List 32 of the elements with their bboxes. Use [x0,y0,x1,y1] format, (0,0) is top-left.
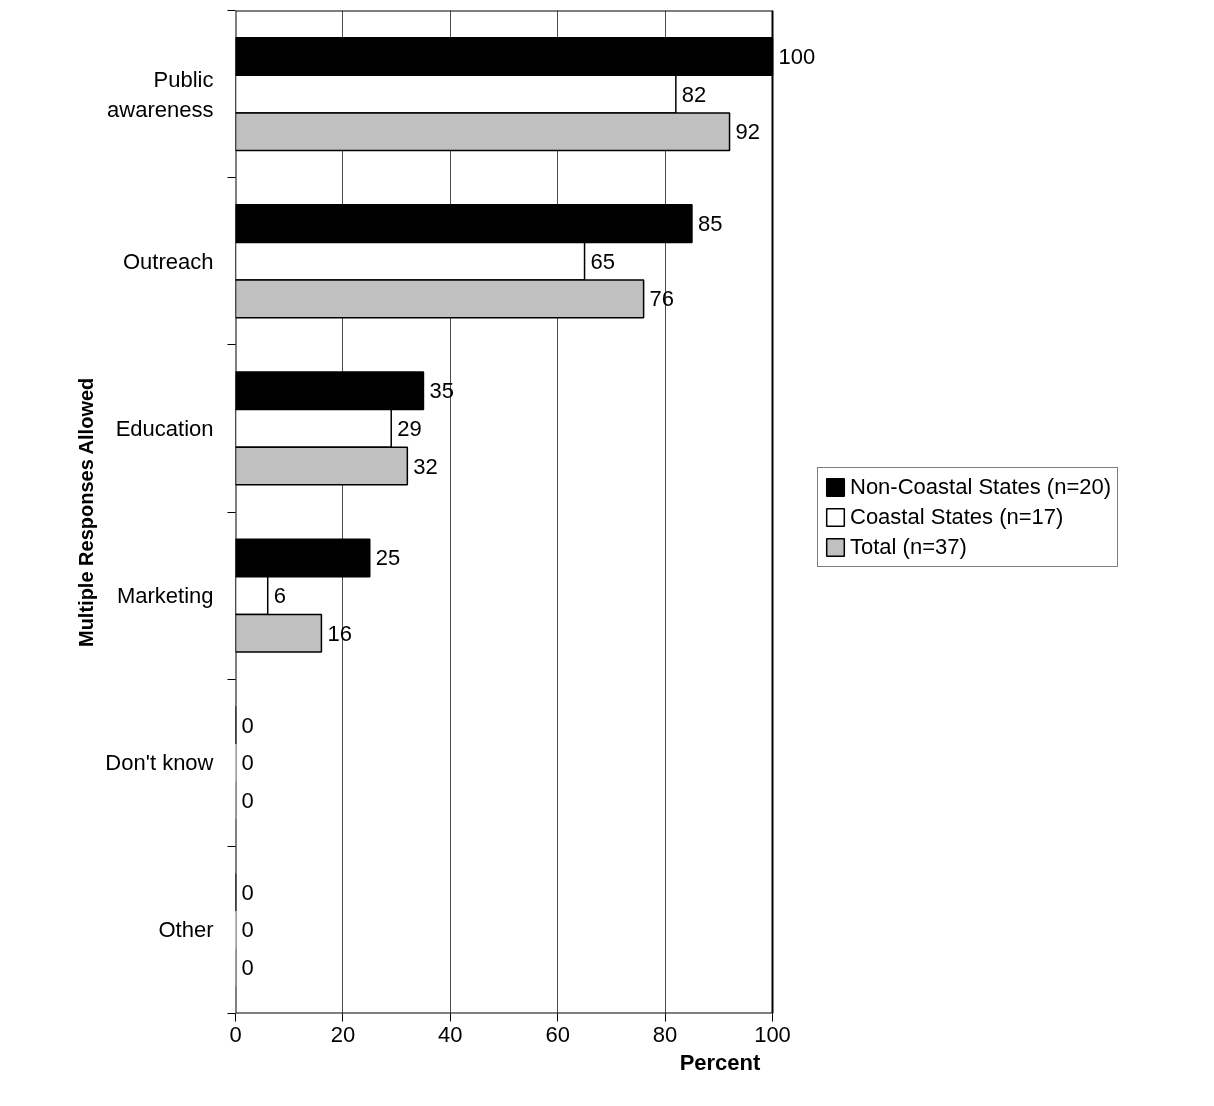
y-tick-label: Other [158,917,214,943]
data-label: 32 [413,453,438,479]
data-label: 0 [241,879,254,905]
y-tick-label: Education [115,415,214,441]
legend-label: Coastal States (n=17) [850,504,1064,530]
data-label: 0 [241,955,254,981]
data-label: 82 [681,81,707,107]
y-tick-label: Marketing [116,583,214,609]
data-label: 25 [375,545,401,571]
data-label: 0 [241,712,254,738]
x-tick-label: 20 [330,1021,356,1047]
x-tick-label: 60 [545,1021,570,1047]
x-tick-label: 100 [754,1021,791,1047]
data-label: 0 [241,917,254,943]
data-label: 6 [273,583,286,609]
y-tick-label: Public awareness [107,66,214,122]
y-tick-label: Outreach [123,248,214,274]
x-axis-title: Percent [679,1049,762,1075]
x-tick-label: 80 [652,1021,678,1047]
legend-label: Total (n=37) [850,534,967,560]
data-label: 29 [397,415,422,441]
x-tick-label: 0 [229,1021,242,1047]
data-label: 92 [735,119,761,145]
y-axis-title: Multiple Responses Allowed [75,377,98,648]
data-label: 0 [241,750,254,776]
data-label: 85 [697,211,723,237]
x-tick-label: 40 [438,1021,463,1047]
data-label: 100 [778,43,816,69]
legend-label: Non-Coastal States (n=20) [850,474,1112,500]
data-label: 0 [241,787,254,813]
data-label: 65 [590,248,616,274]
y-tick-label: Don't know [105,750,214,776]
